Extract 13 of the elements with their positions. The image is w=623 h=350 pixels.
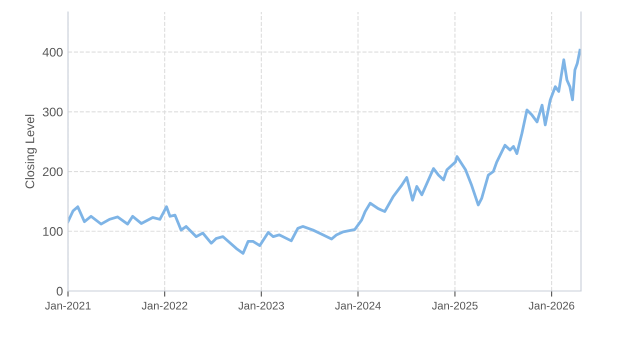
y-tick-label: 0 xyxy=(56,286,63,296)
x-tick-label: Jan-2026 xyxy=(528,302,574,310)
y-tick-label: 100 xyxy=(43,227,63,236)
x-tick-label: Jan-2025 xyxy=(432,302,478,310)
x-tick-label: Jan-2023 xyxy=(238,302,284,310)
line-series xyxy=(68,48,581,255)
y-tick-label: 200 xyxy=(42,167,63,176)
x-tick-label: Jan-2022 xyxy=(142,302,188,310)
y-axis-title: Closing Level xyxy=(25,114,37,188)
y-tick-label: 400 xyxy=(42,48,63,57)
x-tick-label: Jan-2021 xyxy=(45,302,91,310)
x-tick-label: Jan-2024 xyxy=(335,302,381,310)
y-tick-label: 300 xyxy=(42,108,63,116)
